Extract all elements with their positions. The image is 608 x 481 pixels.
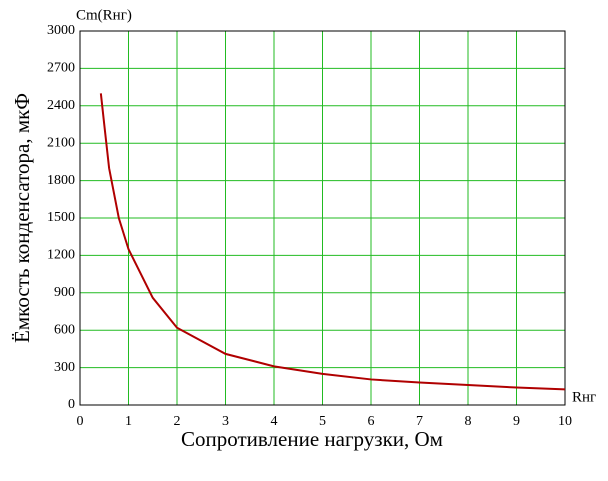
line	[99, 93, 566, 391]
x-tick-label: 7	[416, 414, 423, 429]
y-axis-name: Cm(Rнг)	[76, 7, 132, 23]
plot-frame	[79, 30, 566, 406]
x-tick-label: 5	[319, 414, 326, 429]
y-tick-label: 1800	[47, 173, 75, 188]
y-tick-label: 2400	[47, 98, 75, 113]
x-tick-label: 3	[222, 414, 229, 429]
y-tick-label: 300	[54, 360, 75, 375]
x-tick-label: 6	[368, 414, 375, 429]
x-axis-name: Rнг	[572, 389, 596, 405]
y-tick-label: 1500	[47, 210, 75, 225]
x-tick-label: 8	[465, 414, 472, 429]
y-tick-label: 600	[54, 322, 75, 337]
x-tick-label: 0	[77, 414, 84, 429]
y-tick-label: 0	[68, 397, 75, 412]
x-tick-label: 4	[271, 414, 278, 429]
y-tick-label: 2700	[47, 61, 75, 76]
x-axis-label: Сопротивление нагрузки, Ом	[181, 427, 443, 451]
y-axis-label: Ёмкость конденсатора, мкФ	[10, 93, 34, 343]
x-tick-label: 2	[174, 414, 181, 429]
x-tick-label: 10	[558, 414, 572, 429]
x-tick-label: 1	[125, 414, 132, 429]
y-tick-label: 900	[54, 285, 75, 300]
y-tick-label: 3000	[47, 23, 75, 38]
y-tick-label: 2100	[47, 135, 75, 150]
y-tick-label: 1200	[47, 248, 75, 263]
x-tick-label: 9	[513, 414, 520, 429]
